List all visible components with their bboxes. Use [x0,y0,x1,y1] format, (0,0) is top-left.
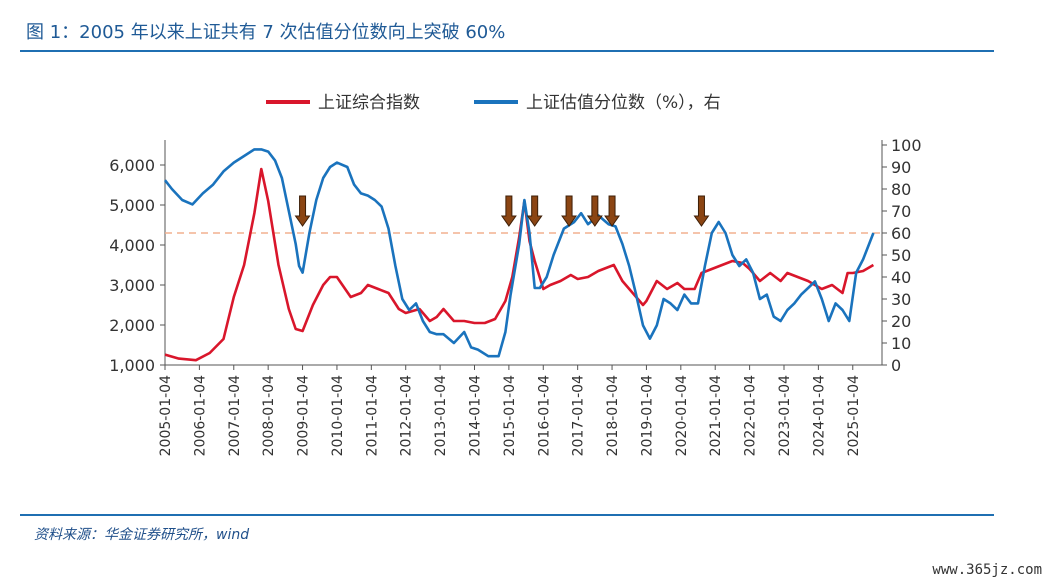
source-note: 资料来源：华金证券研究所，wind [34,527,250,543]
breakout-arrow [693,195,710,227]
x-tick-label: 2018-01-04 [605,375,621,456]
x-tick-label: 2006-01-04 [192,375,208,456]
x-tick-label: 2007-01-04 [227,375,243,456]
right-tick-label: 90 [891,158,911,177]
x-tick-label: 2011-01-04 [364,375,380,456]
title-rule [20,50,994,52]
chart-legend: 上证综合指数 上证估值分位数（%），右 [266,93,721,113]
right-tick-label: 100 [891,136,922,155]
breakout-arrow [586,195,603,227]
x-tick-label: 2021-01-04 [708,375,724,456]
breakout-arrow [294,195,311,227]
x-tick-label: 2005-01-04 [158,375,174,456]
x-tick-label: 2022-01-04 [743,375,759,456]
left-tick-label: 2,000 [109,316,155,335]
source-rule [20,514,994,516]
x-tick-label: 2013-01-04 [433,375,449,456]
axes: 1,000 2,000 3,000 4,000 5,000 6,000 0 10 20 30 40 5… [109,136,921,456]
x-tick-label: 2015-01-04 [502,375,518,456]
x-tick-label: 2012-01-04 [399,375,415,456]
x-tick-label: 2019-01-04 [639,375,655,456]
right-tick-label: 10 [891,334,911,353]
x-tick-label: 2024-01-04 [811,375,827,456]
left-tick-label: 6,000 [109,156,155,175]
right-tick-label: 50 [891,246,911,265]
breakout-arrow [526,195,543,227]
plot-area [163,148,882,362]
x-tick-label: 2016-01-04 [536,375,552,456]
right-tick-label: 40 [891,268,911,287]
left-tick-label: 5,000 [109,196,155,215]
left-tick-label: 3,000 [109,276,155,295]
right-tick-label: 60 [891,224,911,243]
x-tick-label: 2009-01-04 [296,375,312,456]
x-tick-label: 2025-01-04 [846,375,862,456]
watermark: www.365jz.com [932,562,1042,578]
series-line-valuation [163,148,875,358]
right-tick-label: 30 [891,290,911,309]
x-tick-label: 2010-01-04 [330,375,346,456]
legend-label-valuation: 上证估值分位数（%），右 [526,93,721,113]
right-tick-label: 20 [891,312,911,331]
chart-title: 图 1：2005 年以来上证共有 7 次估值分位数向上突破 60% [26,22,506,43]
x-tick-label: 2020-01-04 [674,375,690,456]
legend-label-index: 上证综合指数 [318,93,420,113]
breakout-arrow [500,195,517,227]
x-tick-label: 2008-01-04 [261,375,277,456]
left-tick-label: 4,000 [109,236,155,255]
x-tick-label: 2023-01-04 [777,375,793,456]
x-tick-label: 2014-01-04 [467,375,483,456]
series-line-index [164,167,875,362]
x-tick-label: 2017-01-04 [571,375,587,456]
breakout-arrow [561,195,578,227]
right-tick-label: 80 [891,180,911,199]
right-tick-label: 70 [891,202,911,221]
breakout-arrow [604,195,621,227]
left-tick-label: 1,000 [109,356,155,375]
right-tick-label: 0 [891,356,901,375]
